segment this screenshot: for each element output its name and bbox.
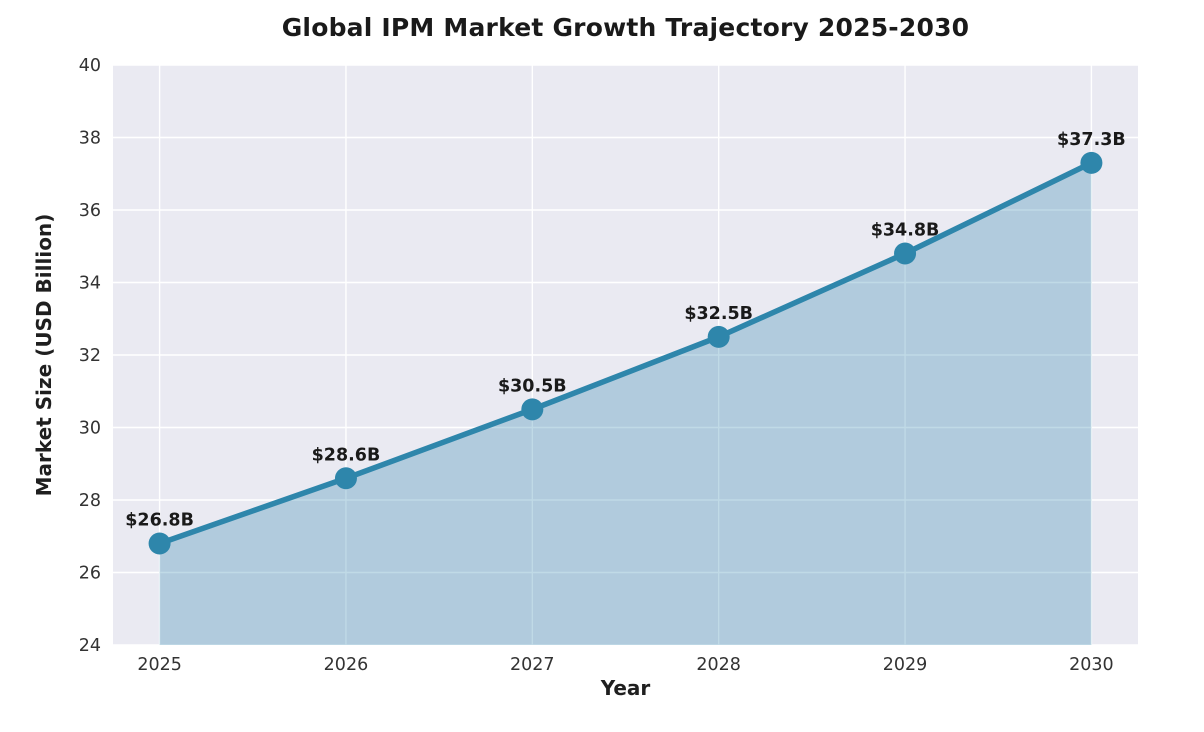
- y-tick-label: 24: [79, 636, 101, 656]
- data-point-label: $28.6B: [312, 445, 381, 465]
- data-point-marker: [148, 532, 171, 555]
- data-point-label: $32.5B: [684, 304, 753, 324]
- y-tick-label: 26: [79, 564, 101, 584]
- data-point-label: $30.5B: [498, 376, 567, 396]
- x-tick-label: 2025: [137, 655, 182, 675]
- data-point-label: $34.8B: [871, 221, 940, 241]
- x-tick-label: 2030: [1069, 655, 1114, 675]
- x-axis-label: Year: [600, 676, 651, 700]
- x-tick-label: 2027: [510, 655, 555, 675]
- data-point-marker: [894, 242, 917, 265]
- y-tick-label: 40: [79, 56, 101, 76]
- data-point-label: $26.8B: [125, 511, 194, 531]
- data-point-label: $37.3B: [1057, 130, 1126, 150]
- x-tick-label: 2026: [324, 655, 369, 675]
- data-point-marker: [334, 467, 357, 490]
- y-tick-label: 28: [79, 491, 101, 511]
- data-point-marker: [521, 398, 544, 421]
- y-tick-label: 36: [79, 201, 101, 221]
- data-point-marker: [707, 325, 730, 348]
- chart-title: Global IPM Market Growth Trajectory 2025…: [281, 13, 970, 42]
- x-tick-label: 2029: [883, 655, 928, 675]
- y-tick-label: 38: [79, 129, 101, 149]
- y-tick-label: 34: [79, 274, 101, 294]
- x-tick-label: 2028: [696, 655, 741, 675]
- y-tick-label: 30: [79, 419, 101, 439]
- area-fill: [159, 162, 1092, 645]
- y-tick-label: 32: [79, 346, 101, 366]
- data-point-marker: [1080, 151, 1103, 174]
- trend-line: [156, 160, 1095, 547]
